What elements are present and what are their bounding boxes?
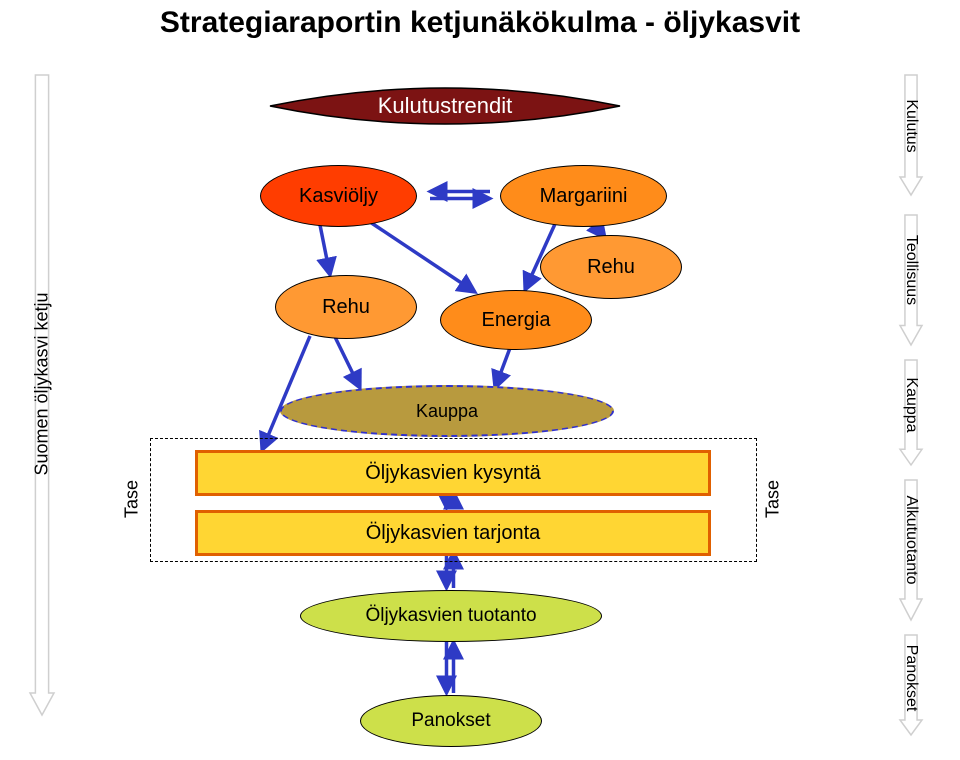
- tase-label-right: Tase: [763, 480, 784, 518]
- node-energia: Energia: [440, 290, 592, 350]
- right-stage-arrow-2-label: Kauppa: [902, 377, 920, 432]
- node-panokset: Panokset: [360, 695, 542, 747]
- page-title: Strategiaraportin ketjunäkökulma - öljyk…: [0, 6, 960, 40]
- tase-label-left: Tase: [122, 480, 143, 518]
- node-rehuLeft: Rehu: [275, 275, 417, 339]
- node-margariini: Margariini: [500, 165, 667, 227]
- tase-group: [150, 438, 757, 562]
- left-chain-arrow-label: Suomen öljykasvi ketju: [32, 292, 53, 475]
- node-trends-label: Kulutustrendit: [270, 70, 620, 142]
- node-rehuRight: Rehu: [540, 235, 682, 299]
- node-tuotanto: Öljykasvien tuotanto: [300, 590, 602, 642]
- node-kauppa: Kauppa: [280, 385, 614, 437]
- right-stage-arrow-1-label: Teollisuus: [902, 235, 920, 305]
- right-stage-arrow-0-label: Kulutus: [902, 99, 920, 152]
- right-stage-arrow-3-label: Alkutuotanto: [902, 495, 920, 584]
- node-kasvioljy: Kasviöljy: [260, 165, 417, 227]
- right-stage-arrow-4-label: Panokset: [902, 644, 920, 711]
